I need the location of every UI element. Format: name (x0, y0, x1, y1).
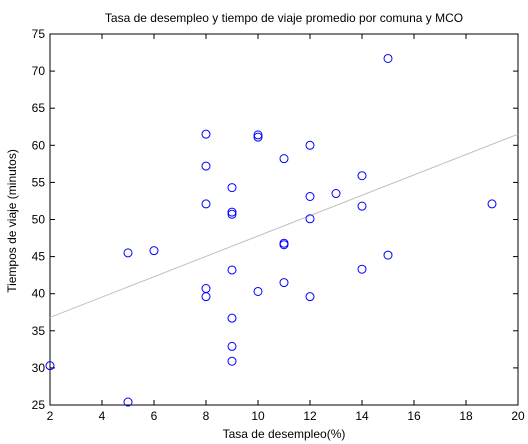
x-tick-label: 14 (355, 409, 369, 423)
data-point (357, 201, 367, 211)
y-tick-label: 45 (32, 250, 46, 264)
data-point (305, 214, 315, 224)
x-tick-label: 12 (303, 409, 317, 423)
data-point (357, 171, 367, 181)
y-tick-label: 35 (32, 324, 46, 338)
data-point (383, 53, 393, 63)
y-tick-label: 55 (32, 175, 46, 189)
data-point (279, 278, 289, 288)
x-axis-title: Tasa de desempleo(%) (223, 427, 346, 441)
y-tick-label: 65 (32, 101, 46, 115)
data-point (279, 240, 289, 250)
data-point (253, 286, 263, 296)
y-axis: 25 30 35 40 45 50 55 60 65 70 75 (32, 27, 518, 412)
y-tick-label: 70 (32, 64, 46, 78)
data-point (227, 183, 237, 193)
data-point (201, 129, 211, 139)
data-point (201, 161, 211, 171)
y-tick-label: 50 (32, 213, 46, 227)
x-tick-label: 8 (203, 409, 210, 423)
y-tick-label: 75 (32, 27, 46, 41)
plot-frame (49, 33, 519, 406)
data-point (227, 313, 237, 323)
data-point (227, 356, 237, 366)
data-point (331, 189, 341, 199)
data-point (45, 361, 55, 371)
data-point (305, 140, 315, 150)
data-point (149, 246, 159, 256)
x-axis: 2 4 6 8 10 12 14 16 18 20 (47, 34, 525, 423)
data-point (227, 341, 237, 351)
y-axis-title: Tiempos de viaje (minutos) (5, 149, 19, 293)
x-tick-label: 10 (251, 409, 265, 423)
data-point (227, 209, 237, 219)
data-point (383, 250, 393, 260)
plot-area (49, 33, 519, 406)
data-point (487, 199, 497, 209)
y-tick-label: 30 (32, 361, 46, 375)
data-point (201, 292, 211, 302)
chart-title: Tasa de desempleo y tiempo de viaje prom… (105, 11, 463, 25)
x-tick-label: 2 (47, 409, 54, 423)
data-point (227, 207, 237, 217)
y-tick-label: 25 (32, 398, 46, 412)
data-point (253, 130, 263, 140)
data-point (123, 248, 133, 258)
x-tick-label: 6 (151, 409, 158, 423)
x-tick-label: 20 (511, 409, 525, 423)
y-tick-label: 60 (32, 138, 46, 152)
data-point (227, 265, 237, 275)
y-tick-label: 40 (32, 287, 46, 301)
points-layer (45, 53, 497, 407)
data-point (305, 292, 315, 302)
fit-line-layer (49, 133, 519, 318)
data-point (253, 132, 263, 142)
fit-line (49, 133, 519, 318)
x-tick-label: 18 (459, 409, 473, 423)
x-tick-label: 16 (407, 409, 421, 423)
x-tick-label: 4 (99, 409, 106, 423)
data-point (201, 199, 211, 209)
data-point (123, 397, 133, 407)
data-point (305, 191, 315, 201)
data-point (279, 154, 289, 164)
data-point (357, 264, 367, 274)
